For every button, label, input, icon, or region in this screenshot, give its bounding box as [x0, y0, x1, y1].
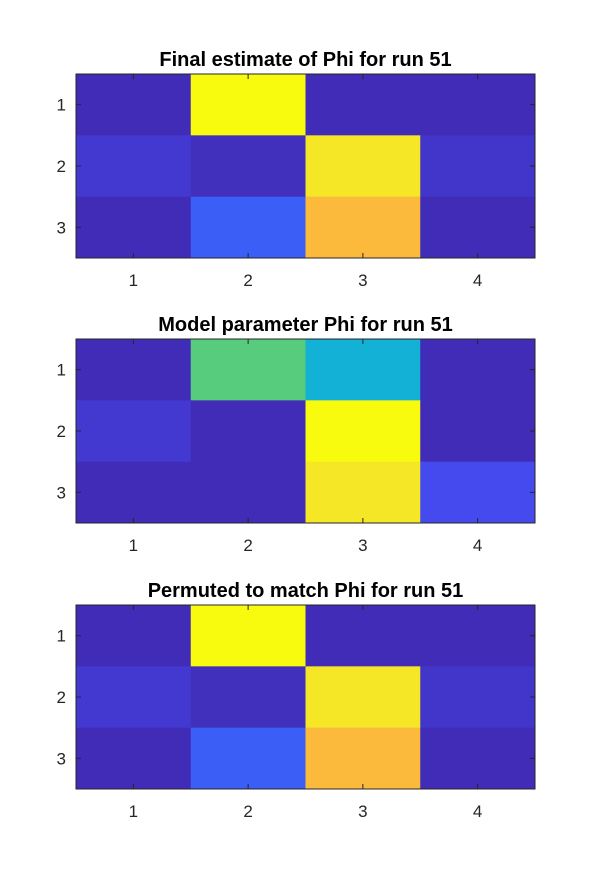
x-tick-label: 3 [358, 536, 367, 555]
y-tick-label: 3 [57, 483, 66, 502]
heatmap-cell-r3-c4 [420, 727, 536, 790]
heatmap-cell-r2-c2 [190, 135, 306, 198]
heatmap-cell-r2-c4 [420, 666, 536, 729]
heatmap-cell-r1-c3 [305, 339, 421, 401]
x-tick-label: 1 [129, 271, 138, 290]
x-tick-label: 4 [473, 271, 482, 290]
x-tick-label: 2 [243, 536, 252, 555]
y-tick-label: 2 [57, 422, 66, 441]
x-tick-label: 3 [358, 802, 367, 821]
y-tick-label: 1 [57, 627, 66, 646]
heatmap-cell-r1-c4 [420, 74, 536, 136]
heatmap-cell-r2-c2 [190, 666, 306, 729]
heatmap-cell-r3-c3 [305, 461, 421, 524]
x-tick-label: 3 [358, 271, 367, 290]
heatmap-cell-r2-c3 [305, 400, 421, 463]
x-tick-label: 4 [473, 536, 482, 555]
heatmap-cell-r2-c4 [420, 400, 536, 463]
heatmap-cell-r3-c1 [76, 196, 192, 259]
heatmap-cell-r1-c3 [305, 605, 421, 667]
heatmap-cell-r2-c1 [76, 135, 192, 198]
x-tick-label: 2 [243, 802, 252, 821]
heatmap-panel-1: Final estimate of Phi for run 51 1 2 3 4 1 2 3 [57, 49, 536, 290]
y-tick-label: 3 [57, 749, 66, 768]
heatmap-cell-r3-c4 [420, 461, 536, 524]
heatmap-panel-3: Permuted to match Phi for run 51 1 2 3 4 1 2 3 [57, 580, 536, 821]
x-tick-label: 2 [243, 271, 252, 290]
heatmap-cell-r2-c1 [76, 400, 192, 463]
x-tick-label: 1 [129, 536, 138, 555]
y-tick-label: 2 [57, 157, 66, 176]
heatmap-cell-r1-c1 [76, 339, 192, 401]
heatmap-cell-r2-c2 [190, 400, 306, 463]
heatmap-cell-r1-c2 [190, 74, 306, 136]
heatmap-cell-r3-c1 [76, 727, 192, 790]
heatmap-cell-r1-c2 [190, 339, 306, 401]
heatmap-cell-r2-c3 [305, 135, 421, 198]
heatmap-panel-2: Model parameter Phi for run 51 1 2 3 4 1 2 3 [57, 314, 536, 555]
heatmap-cell-r3-c2 [190, 196, 306, 259]
heatmap-cell-r2-c3 [305, 666, 421, 729]
y-tick-label: 1 [57, 361, 66, 380]
chart-title: Model parameter Phi for run 51 [158, 314, 453, 336]
heatmap-cell-r3-c4 [420, 196, 536, 259]
chart-title: Final estimate of Phi for run 51 [159, 49, 451, 71]
heatmap-cell-r1-c2 [190, 605, 306, 667]
heatmap-cell-r3-c3 [305, 196, 421, 259]
heatmap-cell-r2-c4 [420, 135, 536, 198]
heatmap-cell-r1-c1 [76, 605, 192, 667]
heatmap-cell-r1-c4 [420, 339, 536, 401]
x-tick-label: 1 [129, 802, 138, 821]
chart-title: Permuted to match Phi for run 51 [148, 580, 464, 602]
heatmap-cell-r3-c1 [76, 461, 192, 524]
heatmap-cell-r2-c1 [76, 666, 192, 729]
heatmap-cell-r3-c2 [190, 727, 306, 790]
heatmap-cell-r3-c2 [190, 461, 306, 524]
heatmap-cell-r1-c3 [305, 74, 421, 136]
y-tick-label: 3 [57, 218, 66, 237]
x-tick-label: 4 [473, 802, 482, 821]
heatmap-cell-r1-c4 [420, 605, 536, 667]
heatmap-cell-r1-c1 [76, 74, 192, 136]
y-tick-label: 1 [57, 96, 66, 115]
y-tick-label: 2 [57, 688, 66, 707]
heatmap-cell-r3-c3 [305, 727, 421, 790]
